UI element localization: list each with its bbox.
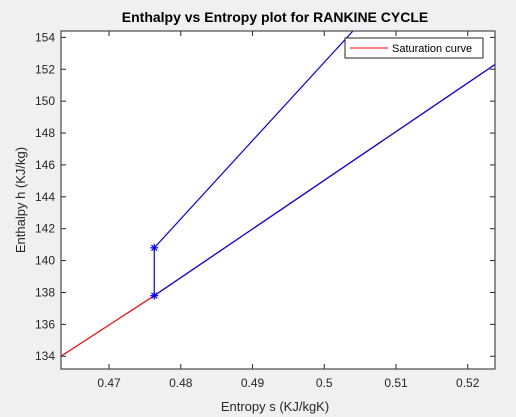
cycle-path-line-1 [153, 63, 495, 297]
x-tick-label: 0.48 [169, 376, 193, 390]
plot-area [61, 31, 495, 369]
x-axis-label: Entropy s (KJ/kgK) [221, 399, 329, 414]
marker-layer [150, 243, 159, 300]
y-axis-ticks: 134 136 138 140 142 144 146 148 150 152 154 [35, 30, 495, 363]
y-tick-label: 144 [35, 190, 55, 204]
state-point-marker [150, 291, 159, 300]
y-tick-label: 148 [35, 126, 55, 140]
y-axis-label: Enthalpy h (KJ/kg) [13, 147, 28, 253]
x-tick-label: 0.5 [316, 376, 333, 390]
y-tick-label: 134 [35, 349, 55, 363]
legend: Saturation curve [344, 37, 484, 59]
y-tick-label: 140 [35, 254, 55, 268]
legend-label-saturation-curve: Saturation curve [392, 43, 472, 55]
y-tick-label: 136 [35, 317, 55, 331]
x-axis-ticks: 0.47 0.48 0.49 0.5 0.51 0.52 [97, 31, 480, 390]
x-tick-label: 0.52 [456, 376, 480, 390]
y-tick-label: 142 [35, 222, 55, 236]
y-tick-label: 150 [35, 94, 55, 108]
y-tick-label: 138 [35, 285, 55, 299]
x-tick-label: 0.47 [97, 376, 121, 390]
state-point-marker-stroke [151, 244, 158, 252]
chart-title: Enthalpy vs Entropy plot for RANKINE CYC… [122, 9, 428, 25]
y-tick-label: 154 [35, 30, 55, 44]
legend-box [344, 37, 484, 59]
state-point-marker-stroke [151, 292, 158, 299]
x-tick-label: 0.51 [384, 376, 408, 390]
x-tick-label: 0.49 [241, 376, 265, 390]
y-tick-label: 152 [35, 62, 55, 76]
plot-frame [60, 30, 496, 370]
state-point-marker [150, 243, 159, 252]
y-tick-label: 146 [35, 158, 55, 172]
